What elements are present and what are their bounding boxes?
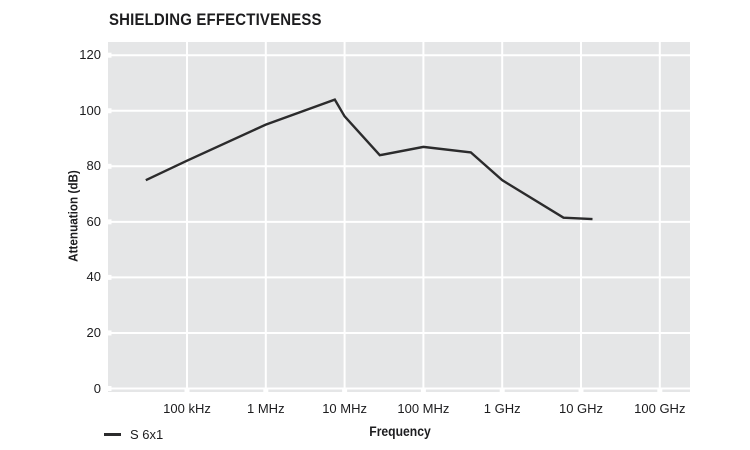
- x-tick-label: 10 GHz: [558, 401, 604, 416]
- y-tick-mark: [103, 52, 112, 58]
- x-tick-mark: [420, 387, 426, 396]
- x-tick-mark: [342, 387, 348, 396]
- y-tick-mark: [103, 219, 112, 225]
- y-tick-label: 120: [79, 47, 101, 63]
- x-axis-title: Frequency: [369, 424, 431, 439]
- y-tick-mark: [103, 386, 112, 391]
- x-tick-label: 10 MHz: [322, 401, 367, 416]
- y-tick-mark: [103, 330, 112, 336]
- y-tick-label: 20: [86, 324, 101, 340]
- y-tick-label: 0: [93, 380, 101, 396]
- x-tick-label: 1 MHz: [247, 401, 285, 416]
- plot-area: [108, 42, 690, 392]
- y-tick-mark: [103, 163, 112, 169]
- x-tick-mark: [578, 387, 584, 396]
- legend-label: S 6x1: [130, 427, 164, 442]
- y-axis-title: Attenuation (dB): [65, 170, 81, 262]
- y-tick-mark: [103, 108, 112, 114]
- y-tick-label: 100: [79, 102, 101, 118]
- chart-title: SHIELDING EFFECTIVENESS: [109, 10, 322, 29]
- x-tick-mark: [263, 387, 269, 396]
- x-tick-label: 100 MHz: [397, 401, 450, 416]
- series-line: [145, 98, 593, 221]
- x-tick-mark: [184, 387, 190, 396]
- legend-line-icon: [104, 433, 121, 436]
- y-tick-label: 80: [86, 158, 101, 174]
- x-tick-label: 100 GHz: [634, 401, 686, 416]
- x-tick-label: 100 kHz: [163, 401, 211, 416]
- x-tick-mark: [499, 387, 505, 396]
- y-tick-label: 40: [86, 269, 101, 285]
- y-tick-label: 60: [86, 213, 101, 229]
- y-tick-mark: [103, 274, 112, 280]
- legend: S 6x1: [104, 427, 163, 442]
- x-tick-mark: [657, 387, 663, 396]
- x-tick-label: 1 GHz: [483, 401, 521, 416]
